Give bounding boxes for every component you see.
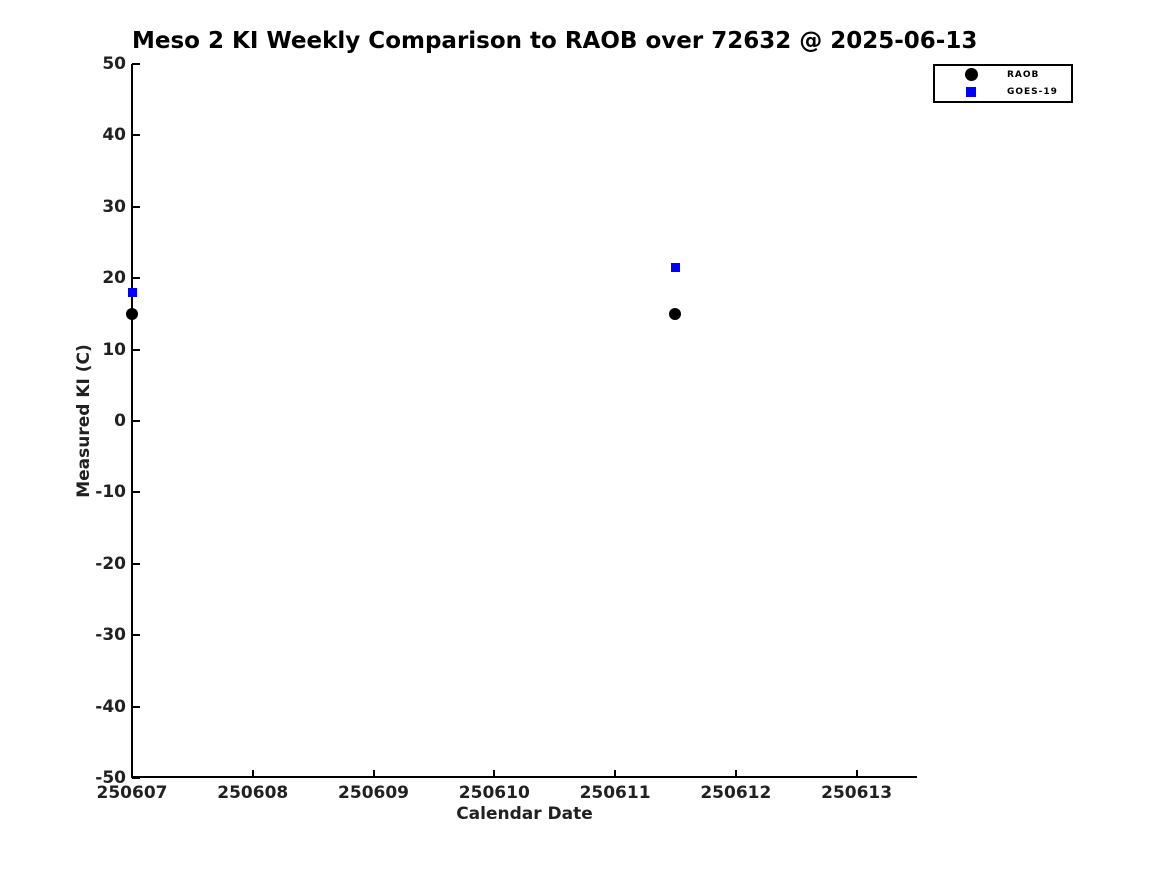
data-point-raob xyxy=(126,307,138,320)
y-tick-label: -20 xyxy=(95,553,126,574)
x-tick-label: 250612 xyxy=(700,783,772,803)
y-tick-label: -40 xyxy=(95,696,126,717)
legend-marker-cell xyxy=(935,68,1007,82)
plot-area xyxy=(131,64,917,778)
y-tick-label: 40 xyxy=(102,125,126,146)
y-tick xyxy=(132,777,140,779)
y-tick xyxy=(132,134,140,137)
x-tick-label: 250610 xyxy=(458,783,530,803)
y-tick-label: -30 xyxy=(95,625,126,646)
y-tick-label: -10 xyxy=(95,482,126,503)
goes-19-square-icon xyxy=(966,87,976,98)
chart-title: Meso 2 KI Weekly Comparison to RAOB over… xyxy=(132,28,978,54)
x-tick-label: 250609 xyxy=(338,783,410,803)
y-tick-label: 10 xyxy=(102,339,126,360)
y-tick-label: 30 xyxy=(102,196,126,217)
legend: RAOB GOES-19 xyxy=(933,64,1073,103)
x-tick xyxy=(855,770,858,778)
y-tick xyxy=(132,348,140,351)
y-tick-label: -50 xyxy=(95,768,126,788)
legend-marker-cell xyxy=(935,87,1007,98)
x-axis-label: Calendar Date xyxy=(456,804,593,824)
x-tick xyxy=(372,770,375,778)
legend-item-raob: RAOB xyxy=(935,66,1071,83)
x-tick-label: 250611 xyxy=(579,783,651,803)
x-tick xyxy=(131,770,133,778)
y-tick xyxy=(132,420,140,422)
x-tick-label: 250607 xyxy=(96,783,168,803)
x-tick xyxy=(614,770,617,778)
x-tick xyxy=(493,770,496,778)
x-tick-label: 250613 xyxy=(821,783,893,803)
y-tick xyxy=(132,491,140,494)
y-tick xyxy=(132,277,140,280)
y-tick xyxy=(132,705,140,708)
y-tick xyxy=(132,63,140,65)
data-point-goes-19 xyxy=(127,287,137,297)
raob-circle-icon xyxy=(964,68,978,82)
x-tick-label: 250608 xyxy=(217,783,289,803)
data-point-raob xyxy=(669,307,682,320)
x-tick xyxy=(734,770,737,778)
y-tick xyxy=(132,562,140,565)
legend-label: RAOB xyxy=(1007,69,1040,80)
y-tick-label: 0 xyxy=(114,411,126,431)
y-tick xyxy=(132,634,140,637)
x-tick xyxy=(251,770,254,778)
y-tick xyxy=(132,205,140,208)
data-point-goes-19 xyxy=(670,262,680,272)
y-tick-label: 50 xyxy=(102,54,126,74)
legend-item-goes-19: GOES-19 xyxy=(935,84,1071,101)
y-tick-label: 20 xyxy=(102,268,126,289)
legend-label: GOES-19 xyxy=(1007,87,1058,98)
